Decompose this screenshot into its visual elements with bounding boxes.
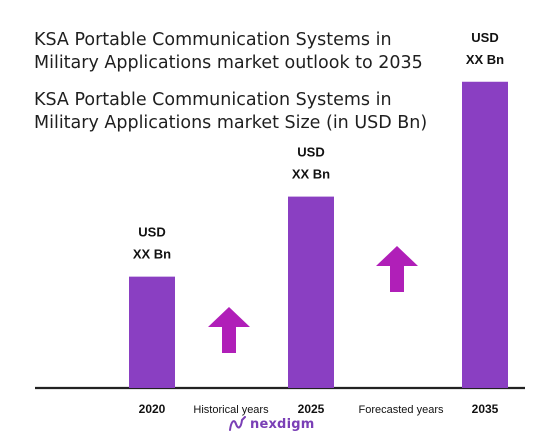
nexdigm-logo-text: nexdigm bbox=[250, 416, 315, 432]
data-label-2035-1: USD bbox=[471, 30, 498, 45]
chart-subtitle-line-2: Military Applications market Size (in US… bbox=[34, 113, 428, 133]
chart-title-line-2: Military Applications market outlook to … bbox=[34, 53, 423, 73]
x-tick-label-2020: 2020 bbox=[139, 402, 166, 416]
nexdigm-logo: nexdigm bbox=[229, 414, 314, 434]
chart-subtitle-line-1: KSA Portable Communication Systems in bbox=[34, 90, 392, 110]
nexdigm-n-icon bbox=[229, 416, 246, 431]
bar-2020 bbox=[129, 276, 175, 388]
chart-title-line-1: KSA Portable Communication Systems in bbox=[34, 30, 392, 50]
data-label-2020-2: XX Bn bbox=[133, 247, 171, 262]
forecast-growth-arrow-icon bbox=[376, 246, 418, 292]
data-label-2035-2: XX Bn bbox=[466, 52, 504, 67]
forecasted-years-label: Forecasted years bbox=[359, 404, 444, 416]
bar-2035 bbox=[462, 81, 508, 388]
data-label-2025-2: XX Bn bbox=[292, 167, 330, 182]
x-tick-label-2025: 2025 bbox=[298, 402, 325, 416]
data-label-2025-1: USD bbox=[297, 145, 324, 160]
historical-growth-arrow-icon bbox=[208, 307, 250, 353]
data-label-2020-1: USD bbox=[138, 225, 165, 240]
x-tick-label-2035: 2035 bbox=[472, 402, 499, 416]
historical-years-label: Historical years bbox=[193, 404, 269, 416]
bar-2025 bbox=[288, 196, 334, 388]
